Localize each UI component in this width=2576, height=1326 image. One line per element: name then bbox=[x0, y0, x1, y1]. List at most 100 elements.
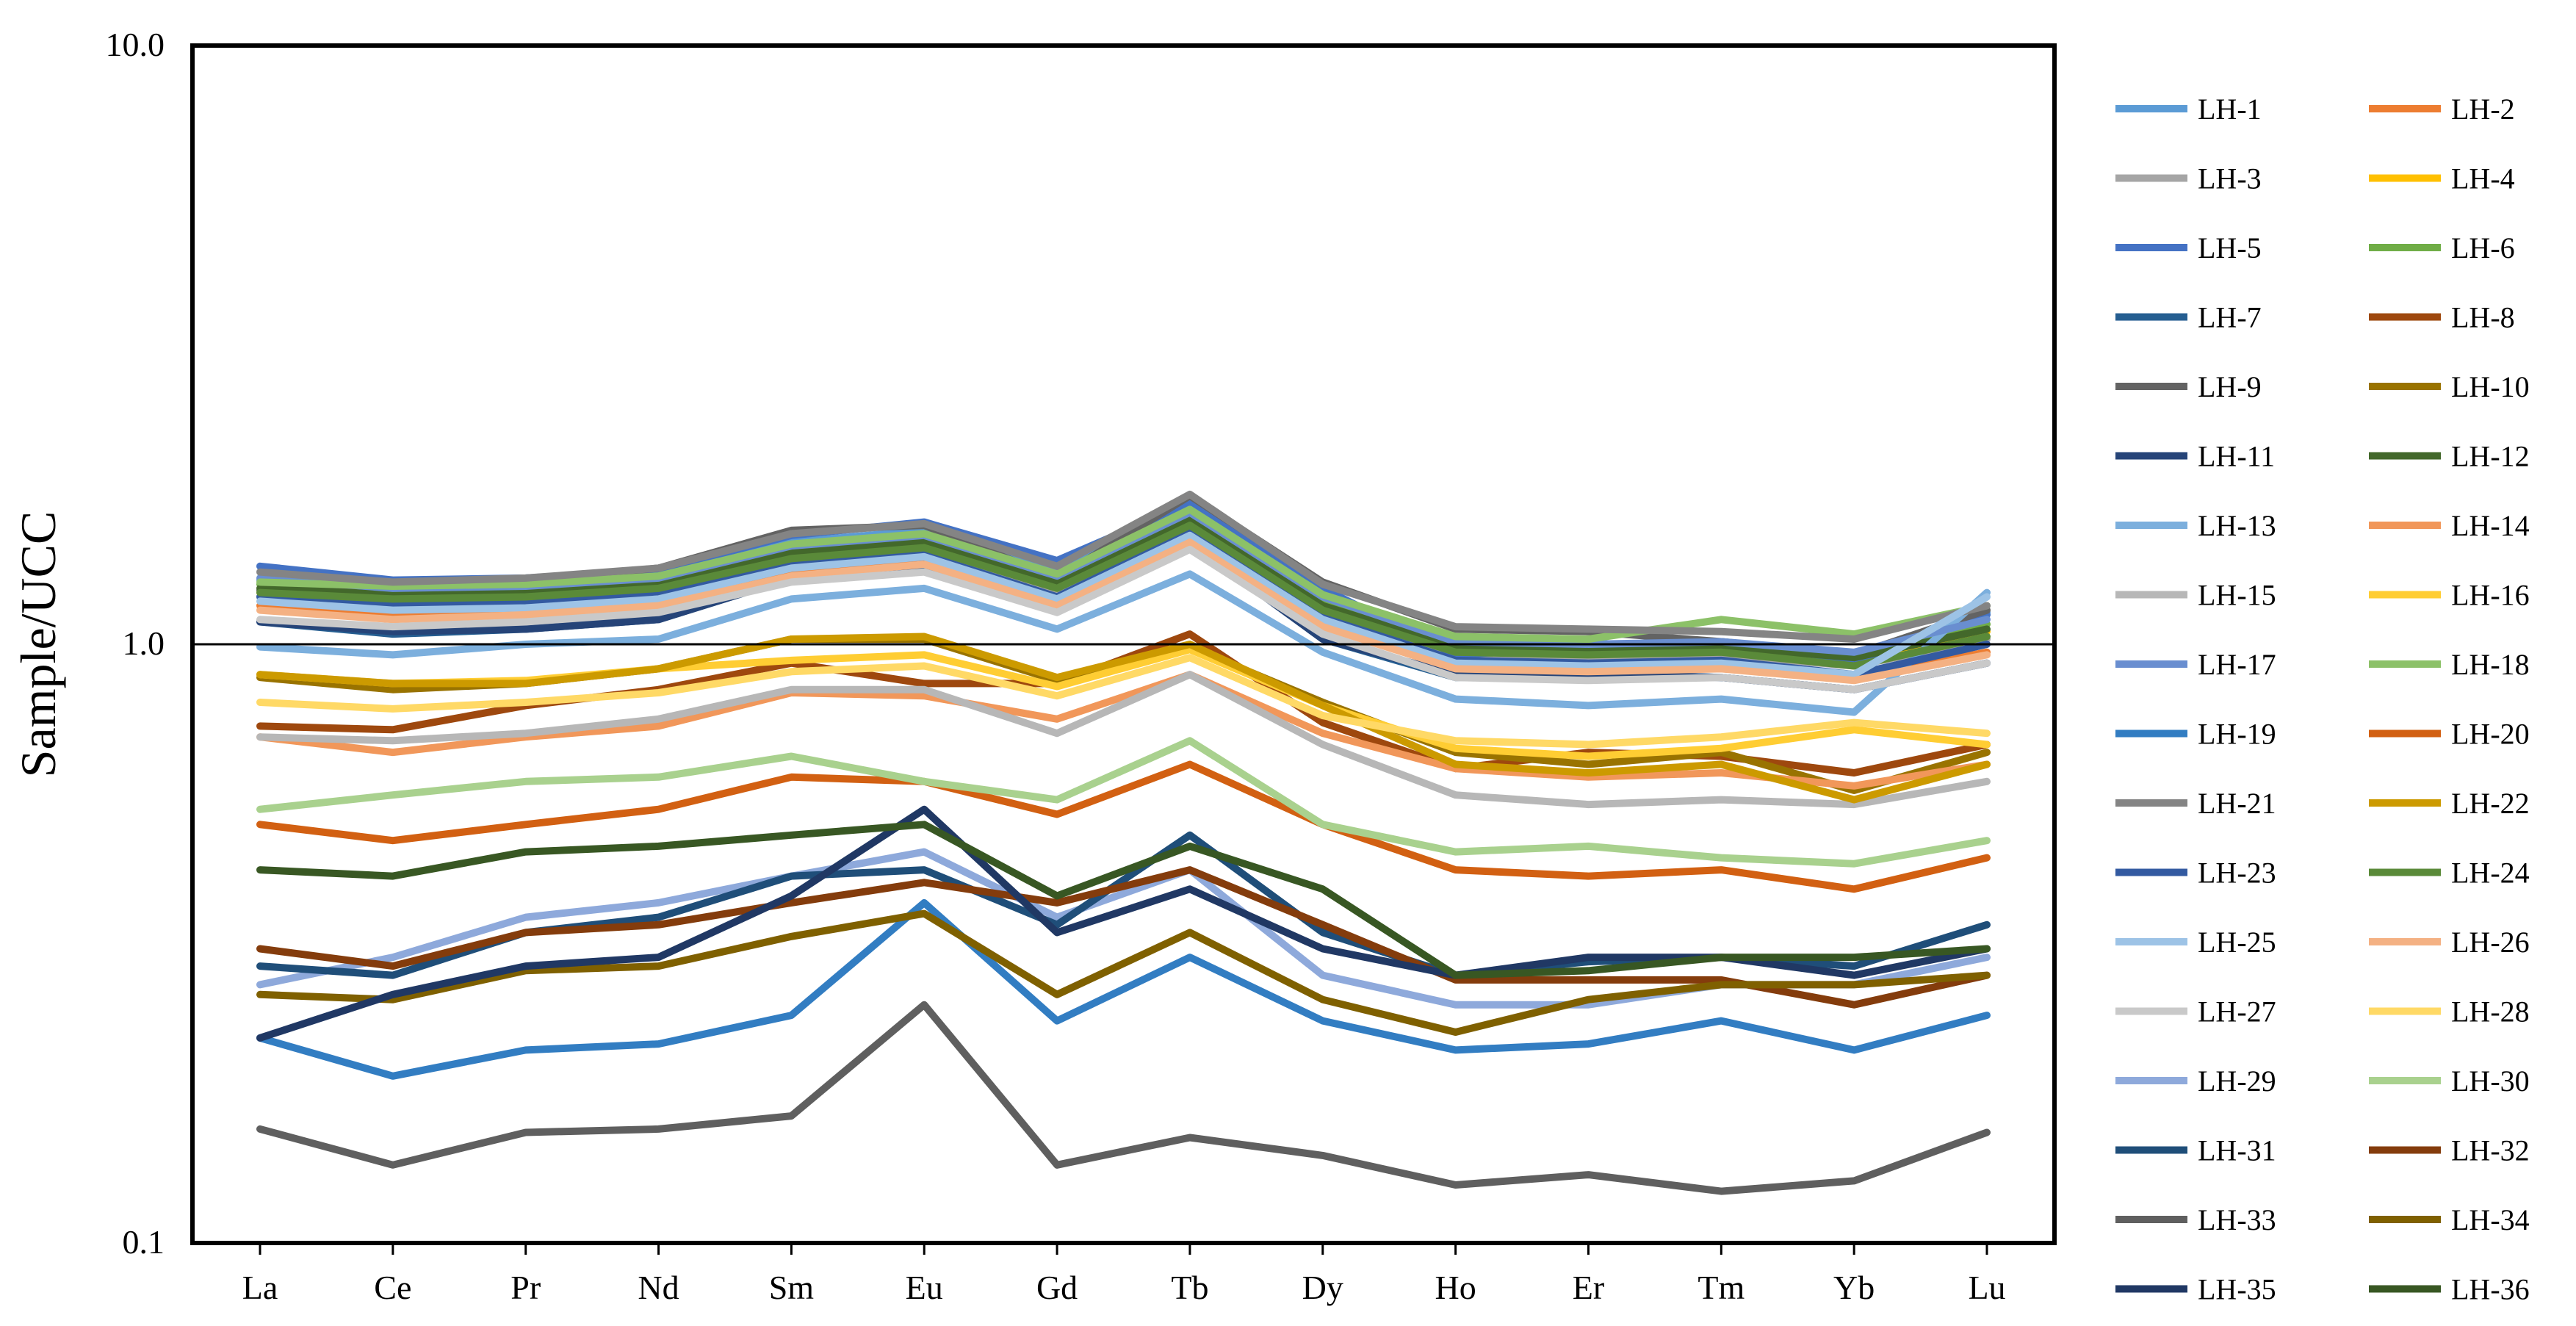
series-line-lh-36 bbox=[256, 821, 1991, 979]
legend-item-lh-14: LH-14 bbox=[2369, 509, 2530, 542]
series-line-lh-27 bbox=[256, 545, 1991, 693]
legend-item-lh-12: LH-12 bbox=[2369, 440, 2530, 473]
legend-item-lh-1: LH-1 bbox=[2115, 93, 2262, 126]
series-line-lh-26 bbox=[256, 538, 1991, 685]
legend-label: LH-17 bbox=[2198, 648, 2276, 681]
legend: LH-1 LH-2 LH-3 LH-4 LH-5 LH-6 LH-7 LH-8 LH-9 LH-1… bbox=[2115, 93, 2530, 1306]
y-axis-title: Sample/UCC bbox=[10, 511, 66, 778]
legend-label: LH-18 bbox=[2451, 648, 2530, 681]
series-line-lh-12 bbox=[256, 516, 1991, 662]
legend-label: LH-14 bbox=[2451, 509, 2530, 542]
legend-label: LH-15 bbox=[2198, 579, 2276, 612]
legend-label: LH-7 bbox=[2198, 301, 2262, 334]
y-tick-label: 10.0 bbox=[106, 26, 165, 63]
legend-item-lh-35: LH-35 bbox=[2115, 1273, 2276, 1306]
legend-item-lh-29: LH-29 bbox=[2115, 1064, 2276, 1098]
legend-label: LH-19 bbox=[2198, 718, 2276, 751]
legend-item-lh-30: LH-30 bbox=[2369, 1064, 2530, 1098]
legend-label: LH-5 bbox=[2198, 231, 2262, 264]
legend-label: LH-27 bbox=[2198, 995, 2276, 1028]
series-line-lh-34 bbox=[256, 909, 1991, 1036]
legend-label: LH-26 bbox=[2451, 926, 2530, 959]
legend-item-lh-9: LH-9 bbox=[2115, 370, 2262, 403]
legend-item-lh-2: LH-2 bbox=[2369, 93, 2515, 126]
legend-label: LH-28 bbox=[2451, 995, 2530, 1028]
legend-item-lh-26: LH-26 bbox=[2369, 926, 2530, 959]
x-tick-label: La bbox=[242, 1269, 278, 1306]
legend-label: LH-32 bbox=[2451, 1134, 2530, 1167]
x-tick-label: Er bbox=[1573, 1269, 1604, 1306]
legend-item-lh-3: LH-3 bbox=[2115, 162, 2262, 195]
legend-item-lh-36: LH-36 bbox=[2369, 1273, 2530, 1306]
legend-label: LH-13 bbox=[2198, 509, 2276, 542]
x-tick-label: Yb bbox=[1833, 1269, 1875, 1306]
legend-label: LH-22 bbox=[2451, 787, 2530, 820]
legend-label: LH-31 bbox=[2198, 1134, 2276, 1167]
legend-item-lh-11: LH-11 bbox=[2115, 440, 2275, 473]
legend-item-lh-17: LH-17 bbox=[2115, 648, 2276, 681]
series-line-lh-35 bbox=[256, 805, 1991, 1042]
x-tick-label: Lu bbox=[1968, 1269, 2005, 1306]
series-line-lh-25 bbox=[256, 531, 1991, 679]
legend-label: LH-4 bbox=[2451, 162, 2515, 195]
plot-area-frame bbox=[190, 43, 2057, 1245]
y-tick-label: 0.1 bbox=[123, 1223, 165, 1261]
x-tick-label: Dy bbox=[1302, 1269, 1343, 1306]
x-tick-label: Pr bbox=[510, 1269, 541, 1306]
series-line-lh-15 bbox=[256, 671, 1991, 809]
series-line-lh-33 bbox=[256, 1001, 1991, 1195]
series-line-lh-32 bbox=[256, 866, 1991, 1009]
legend-item-lh-28: LH-28 bbox=[2369, 995, 2530, 1028]
legend-label: LH-25 bbox=[2198, 926, 2276, 959]
x-tick-label: Gd bbox=[1036, 1269, 1078, 1306]
x-tick-label: Eu bbox=[906, 1269, 943, 1306]
x-tick-label: Tm bbox=[1698, 1269, 1745, 1306]
legend-item-lh-6: LH-6 bbox=[2369, 231, 2515, 264]
legend-label: LH-24 bbox=[2451, 857, 2530, 890]
series-line-lh-14 bbox=[256, 671, 1991, 790]
legend-label: LH-33 bbox=[2198, 1203, 2276, 1236]
legend-label: LH-6 bbox=[2451, 231, 2515, 264]
legend-item-lh-10: LH-10 bbox=[2369, 370, 2530, 403]
legend-label: LH-2 bbox=[2451, 93, 2515, 126]
legend-label: LH-11 bbox=[2198, 440, 2275, 473]
legend-label: LH-30 bbox=[2451, 1064, 2530, 1098]
series-line-lh-20 bbox=[256, 760, 1991, 893]
legend-item-lh-34: LH-34 bbox=[2369, 1203, 2530, 1236]
x-tick-label: Ce bbox=[374, 1269, 411, 1306]
legend-item-lh-16: LH-16 bbox=[2369, 579, 2530, 612]
legend-item-lh-15: LH-15 bbox=[2115, 579, 2276, 612]
legend-label: LH-23 bbox=[2198, 857, 2276, 890]
series-lines bbox=[256, 490, 1991, 1195]
legend-item-lh-19: LH-19 bbox=[2115, 718, 2276, 751]
legend-label: LH-20 bbox=[2451, 718, 2530, 751]
legend-label: LH-36 bbox=[2451, 1273, 2530, 1306]
legend-item-lh-18: LH-18 bbox=[2369, 648, 2530, 681]
legend-item-lh-33: LH-33 bbox=[2115, 1203, 2276, 1236]
legend-item-lh-13: LH-13 bbox=[2115, 509, 2276, 542]
legend-label: LH-21 bbox=[2198, 787, 2276, 820]
series-line-lh-22 bbox=[256, 633, 1991, 804]
legend-item-lh-24: LH-24 bbox=[2369, 857, 2530, 890]
legend-label: LH-3 bbox=[2198, 162, 2262, 195]
legend-label: LH-1 bbox=[2198, 93, 2262, 126]
legend-item-lh-23: LH-23 bbox=[2115, 857, 2276, 890]
legend-item-lh-32: LH-32 bbox=[2369, 1134, 2530, 1167]
legend-label: LH-34 bbox=[2451, 1203, 2530, 1236]
y-tick-label: 1.0 bbox=[123, 624, 165, 662]
series-line-lh-21 bbox=[256, 490, 1991, 643]
series-line-lh-28 bbox=[256, 654, 1991, 749]
series-line-lh-24 bbox=[256, 522, 1991, 670]
x-axis-ticks: La Ce Pr Nd Sm Eu Gd Tb Dy Ho Er Tm Yb Lu bbox=[242, 1243, 2006, 1306]
series-line-lh-30 bbox=[256, 737, 1991, 868]
legend-item-lh-7: LH-7 bbox=[2115, 301, 2262, 334]
legend-label: LH-29 bbox=[2198, 1064, 2276, 1098]
legend-item-lh-21: LH-21 bbox=[2115, 787, 2276, 820]
legend-item-lh-31: LH-31 bbox=[2115, 1134, 2276, 1167]
legend-label: LH-9 bbox=[2198, 370, 2262, 403]
legend-label: LH-16 bbox=[2451, 579, 2530, 612]
legend-label: LH-10 bbox=[2451, 370, 2530, 403]
x-tick-label: Sm bbox=[769, 1269, 815, 1306]
